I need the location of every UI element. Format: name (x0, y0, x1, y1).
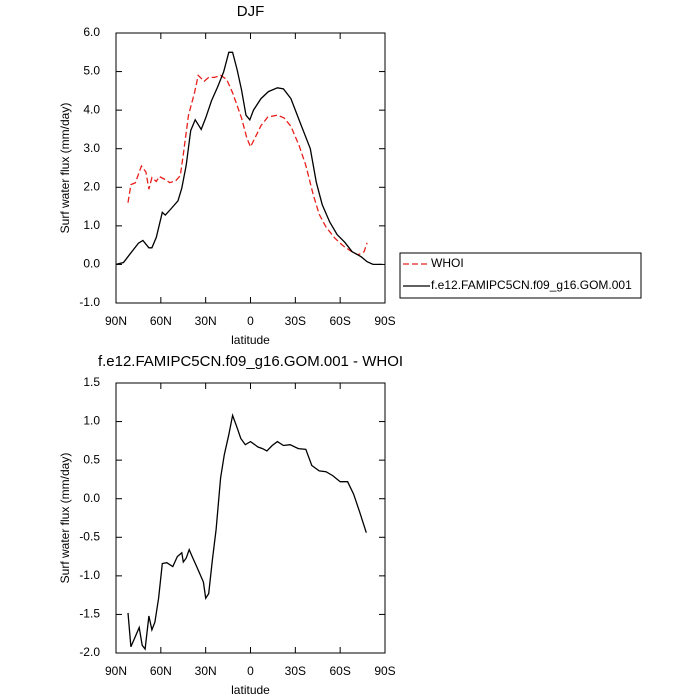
x-tick-label: 30S (285, 314, 306, 328)
x-tick-label: 60N (150, 314, 172, 328)
legend-box (399, 252, 642, 299)
data-line (127, 74, 368, 256)
plot-frame (115, 32, 386, 304)
x-tick-label: 60N (150, 664, 172, 678)
y-tick-label: 0.0 (83, 491, 100, 505)
y-tick-label: 3.0 (83, 141, 100, 155)
x-tick-label: 30S (285, 664, 306, 678)
y-tick-label: 1.0 (83, 414, 100, 428)
y-tick-label: -1.0 (79, 295, 100, 309)
y-tick-label: 1.0 (83, 218, 100, 232)
y-tick-label: -1.5 (79, 607, 100, 621)
y-axis-label: Surf water flux (mm/day) (58, 453, 72, 584)
x-axis-label: latitude (231, 333, 270, 347)
x-tick-label: 90S (374, 314, 395, 328)
chart-title: DJF (237, 3, 265, 20)
chart-title: f.e12.FAMIPC5CN.f09_g16.GOM.001 - WHOI (98, 353, 403, 370)
x-tick-label: 0 (247, 664, 254, 678)
legend-label: WHOI (431, 256, 464, 270)
y-tick-label: 0.0 (83, 257, 100, 271)
y-tick-label: -1.0 (79, 568, 100, 582)
y-tick-label: -0.5 (79, 529, 100, 543)
x-axis-label: latitude (231, 683, 270, 697)
x-tick-label: 60S (329, 664, 350, 678)
data-line (115, 51, 382, 266)
data-line (127, 412, 367, 651)
x-tick-label: 0 (247, 314, 254, 328)
x-tick-label: 30N (195, 314, 217, 328)
y-tick-label: 0.5 (83, 452, 100, 466)
y-tick-label: 1.5 (83, 375, 100, 389)
x-tick-label: 60S (329, 314, 350, 328)
y-tick-label: -2.0 (79, 645, 100, 659)
y-tick-label: 5.0 (83, 64, 100, 78)
y-tick-label: 2.0 (83, 179, 100, 193)
x-tick-label: 90S (374, 664, 395, 678)
y-axis-label: Surf water flux (mm/day) (58, 103, 72, 234)
legend-label: f.e12.FAMIPC5CN.f09_g16.GOM.001 (431, 278, 632, 292)
x-tick-label: 30N (195, 664, 217, 678)
y-tick-label: 6.0 (83, 25, 100, 39)
x-tick-label: 90N (105, 314, 127, 328)
x-tick-label: 90N (105, 664, 127, 678)
y-tick-label: 4.0 (83, 102, 100, 116)
